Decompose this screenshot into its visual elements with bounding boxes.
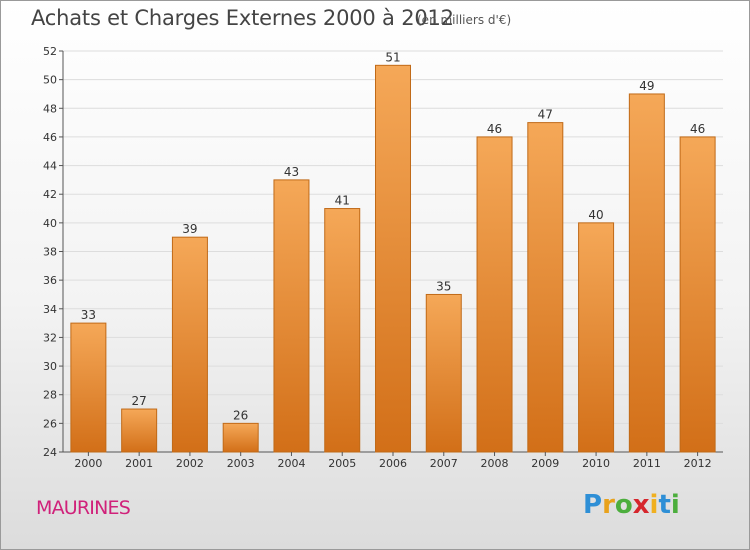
x-tick-label: 2003 <box>227 457 255 470</box>
logo-letter: P <box>583 490 603 520</box>
y-tick-label: 44 <box>43 160 57 173</box>
x-tick-label: 2012 <box>684 457 712 470</box>
bar-value-label: 46 <box>487 122 502 136</box>
bar-value-label: 47 <box>538 108 553 122</box>
commune-name: MAURINES <box>36 497 131 519</box>
x-tick-label: 2006 <box>379 457 407 470</box>
y-tick-label: 28 <box>43 389 57 402</box>
y-tick-label: 42 <box>43 188 57 201</box>
bar-value-label: 26 <box>233 408 248 422</box>
x-tick-label: 2010 <box>582 457 610 470</box>
bar <box>273 179 310 453</box>
bar-value-label: 33 <box>81 308 96 322</box>
bar-value-label: 49 <box>639 79 654 93</box>
x-tick-label: 2005 <box>328 457 356 470</box>
y-tick-label: 50 <box>43 74 57 87</box>
x-tick-label: 2007 <box>430 457 458 470</box>
logo-letter: t <box>658 490 671 520</box>
x-tick-label: 2002 <box>176 457 204 470</box>
bar <box>222 422 259 453</box>
bar <box>628 93 665 453</box>
bar <box>324 208 361 453</box>
y-tick-label: 26 <box>43 417 57 430</box>
chart-title: Achats et Charges Externes 2000 à 2012 <box>31 6 454 30</box>
bar <box>527 122 564 453</box>
bar-value-label: 35 <box>436 279 451 293</box>
y-tick-label: 24 <box>43 446 57 459</box>
logo-letter: i <box>670 490 680 520</box>
bar-value-label: 40 <box>588 208 603 222</box>
y-tick-label: 48 <box>43 102 57 115</box>
bar-value-label: 46 <box>690 122 705 136</box>
x-tick-label: 2008 <box>481 457 509 470</box>
bar <box>578 222 615 453</box>
proxiti-logo[interactable]: Proxiti <box>583 490 680 520</box>
bar-value-label: 41 <box>335 194 350 208</box>
y-tick-label: 46 <box>43 131 57 144</box>
x-tick-label: 2000 <box>74 457 102 470</box>
x-tick-label: 2004 <box>277 457 305 470</box>
bar <box>121 408 158 453</box>
bar <box>425 293 462 453</box>
y-tick-label: 36 <box>43 274 57 287</box>
bar-value-label: 51 <box>385 50 400 64</box>
y-tick-label: 52 <box>43 45 57 58</box>
logo-letter: x <box>632 490 650 520</box>
y-tick-label: 30 <box>43 360 57 373</box>
bar-value-label: 39 <box>182 222 197 236</box>
bar-value-label: 27 <box>132 394 147 408</box>
logo-letter: o <box>614 490 633 520</box>
y-tick-label: 34 <box>43 303 57 316</box>
y-tick-label: 32 <box>43 331 57 344</box>
bar <box>171 236 208 453</box>
bar <box>375 64 411 453</box>
bar <box>679 136 716 453</box>
bar-value-label: 43 <box>284 165 299 179</box>
y-tick-label: 40 <box>43 217 57 230</box>
x-tick-label: 2009 <box>531 457 559 470</box>
logo-letter: r <box>602 490 615 520</box>
bar <box>476 136 513 453</box>
logo-letter: i <box>649 490 659 520</box>
y-tick-label: 38 <box>43 246 57 259</box>
bar <box>70 322 107 453</box>
x-tick-label: 2011 <box>633 457 661 470</box>
chart-subtitle: (en milliers d'€) <box>417 13 512 27</box>
x-tick-label: 2001 <box>125 457 153 470</box>
